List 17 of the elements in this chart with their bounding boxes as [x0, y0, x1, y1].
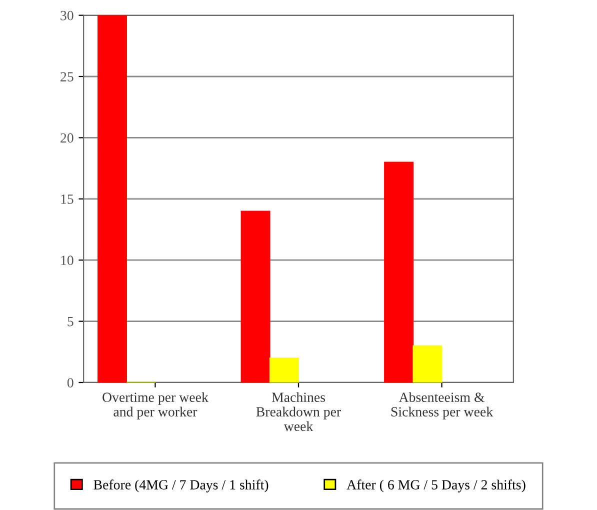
y-tick-label: 25 — [60, 72, 74, 82]
bar — [269, 358, 299, 382]
bar — [97, 15, 127, 382]
bar — [412, 345, 442, 382]
y-tick-label: 30 — [60, 10, 74, 20]
y-tick-label: 5 — [68, 317, 74, 326]
x-tick-label: Absenteeism & Sickness per week — [391, 392, 494, 420]
y-tick-label: 15 — [61, 194, 74, 204]
y-tick-label: 10 — [61, 256, 74, 266]
x-tick-label: Machines Breakdown per week — [256, 392, 341, 432]
bar — [384, 162, 414, 382]
legend-label: After ( 6 MG / 5 Days / 2 shifts) — [346, 480, 526, 492]
legend-label: Before (4MG / 7 Days / 1 shift) — [94, 480, 268, 492]
y-tick-label: 0 — [67, 378, 74, 388]
bar — [240, 210, 270, 382]
x-tick-label: Overtime per week and per worker — [102, 392, 208, 420]
y-tick-label: 20 — [60, 133, 74, 143]
